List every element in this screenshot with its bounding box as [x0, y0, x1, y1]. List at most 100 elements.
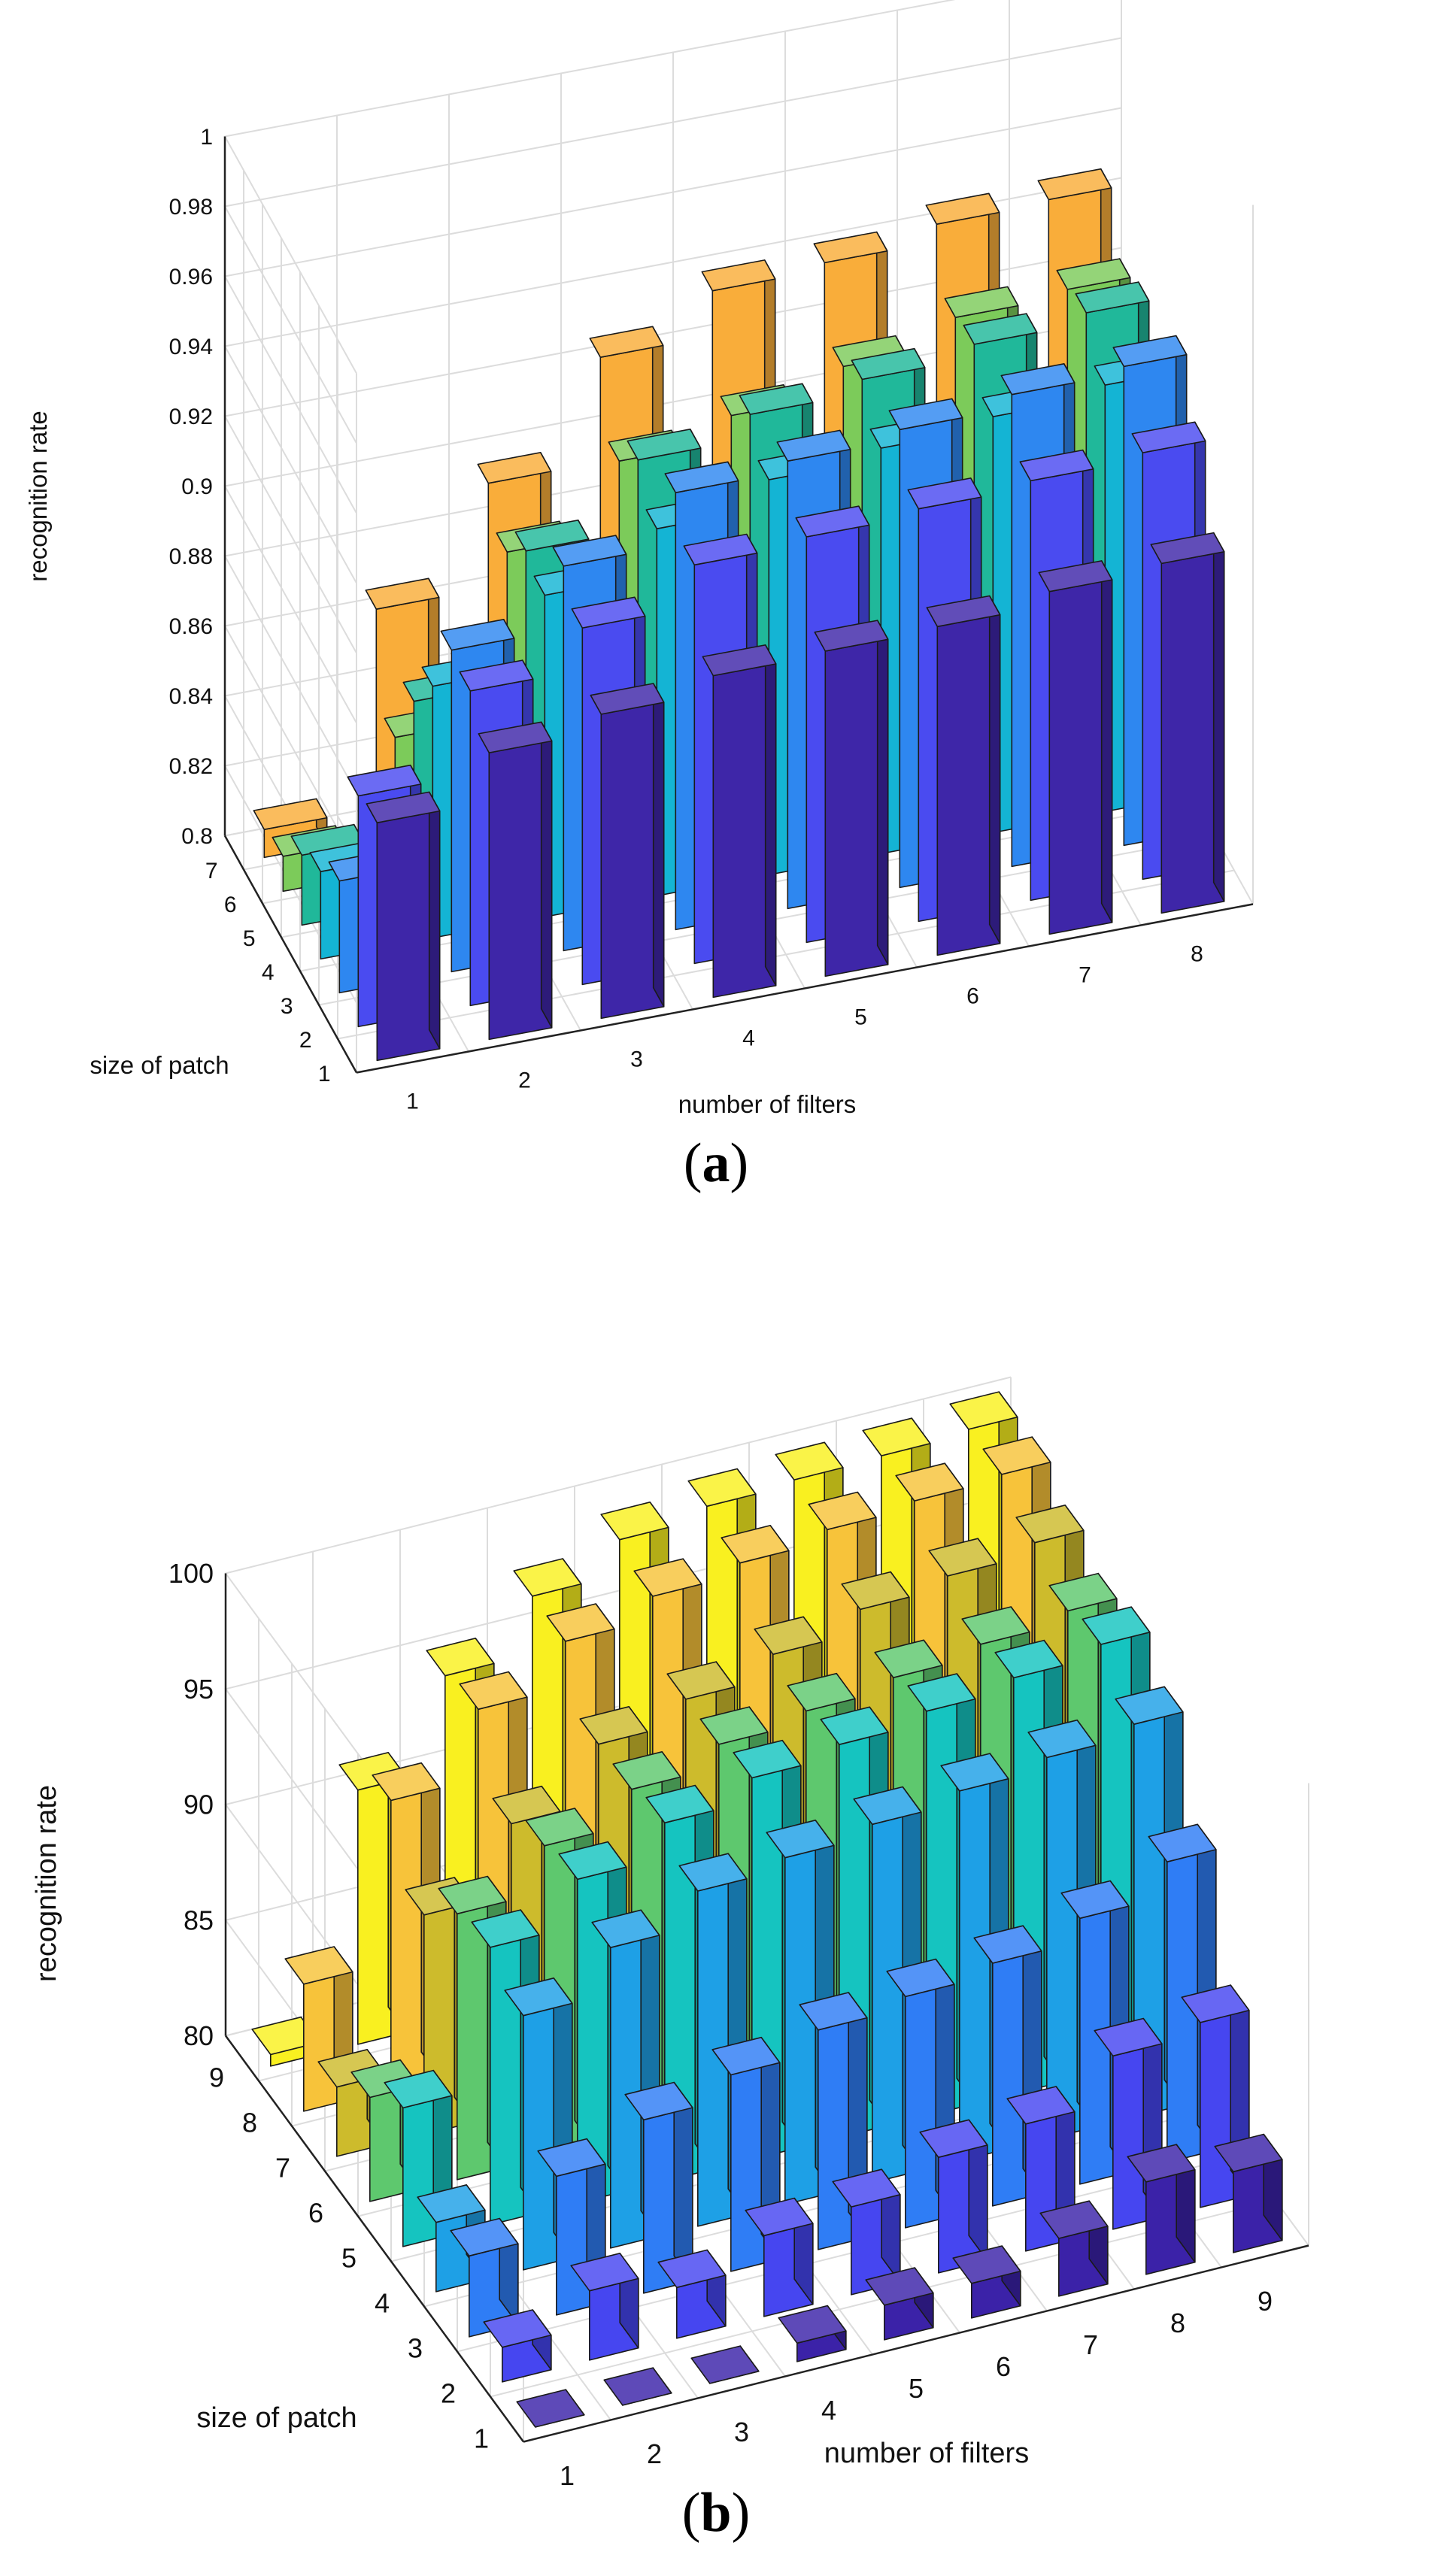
- bar-top: [1214, 2133, 1283, 2173]
- bar: [483, 2309, 552, 2383]
- bar-top: [907, 1673, 976, 1712]
- bar-top: [504, 1977, 573, 2017]
- bar: [1127, 2144, 1196, 2275]
- z-tick-label: 0.92: [169, 405, 213, 429]
- bar-top: [666, 1661, 736, 1700]
- bar: [1150, 532, 1225, 914]
- bar-top: [1115, 1686, 1184, 1726]
- y-tick-label: 3: [281, 994, 293, 1019]
- bar-top: [973, 1925, 1042, 1964]
- bar-top: [1037, 168, 1112, 201]
- bar-top: [600, 1501, 669, 1541]
- x-tick-label: 6: [996, 2351, 1011, 2382]
- x-tick-label: 9: [1258, 2286, 1273, 2317]
- bar-top: [1048, 1572, 1118, 1612]
- bar-top: [862, 1417, 931, 1456]
- bar: [624, 2081, 693, 2294]
- bar: [865, 2267, 934, 2341]
- bar-top: [926, 595, 1001, 628]
- y-tick-label: 2: [441, 2378, 456, 2409]
- bar-top: [1131, 421, 1206, 453]
- bar: [1039, 2200, 1109, 2297]
- bar-top: [459, 659, 534, 692]
- grid-line: [423, 2109, 1210, 2308]
- bar-top: [471, 1909, 540, 1948]
- z-tick-label: 0.98: [169, 195, 213, 220]
- bar-top: [571, 596, 646, 629]
- bar: [778, 2305, 847, 2362]
- z-tick-label: 90: [184, 1790, 214, 1820]
- bar-top: [477, 451, 552, 484]
- bar-top: [552, 535, 627, 567]
- bar-top: [795, 505, 870, 538]
- x-tick-label: 4: [742, 1026, 755, 1051]
- bar-top: [982, 1436, 1051, 1475]
- bar-top: [907, 477, 982, 510]
- bar-top: [808, 1491, 877, 1531]
- x-tick-label: 1: [406, 1089, 419, 1114]
- z-tick-label: 1: [200, 125, 213, 150]
- bar-top: [366, 791, 441, 823]
- z-tick-label: 0.86: [169, 614, 213, 639]
- bar-top: [814, 620, 889, 652]
- bar-top: [888, 398, 963, 431]
- x-tick-label: 2: [647, 2438, 662, 2469]
- y-tick-label: 6: [224, 893, 237, 917]
- bars: [251, 1391, 1283, 2428]
- bar-side: [652, 683, 665, 1008]
- bar-side: [876, 620, 889, 965]
- bar: [919, 2119, 988, 2274]
- x-axis-label: number of filters: [678, 1090, 857, 1118]
- bar-top: [516, 2389, 585, 2428]
- bar-top: [745, 2197, 814, 2237]
- bar: [1214, 2133, 1283, 2253]
- y-tick-label: 2: [299, 1028, 312, 1053]
- bar-top: [754, 1616, 823, 1656]
- bar-top: [853, 1786, 922, 1826]
- bar: [603, 2367, 672, 2406]
- bar-top: [778, 2305, 847, 2344]
- bar: [702, 644, 777, 999]
- axes: [223, 136, 1254, 1074]
- bar-top: [513, 1558, 582, 1597]
- bar-top: [591, 1909, 660, 1949]
- bar: [478, 721, 553, 1041]
- bar: [814, 620, 889, 977]
- bar-top: [961, 1606, 1030, 1645]
- bar-top: [1148, 1823, 1217, 1863]
- bar-top: [365, 577, 440, 611]
- x-tick-label: 7: [1079, 963, 1091, 988]
- y-tick-label: 6: [308, 2198, 323, 2229]
- x-tick-label: 7: [1083, 2329, 1098, 2360]
- bar-top: [438, 1875, 507, 1915]
- bar-top: [787, 1672, 856, 1712]
- bar-top: [952, 2245, 1021, 2284]
- bar-top: [624, 2081, 693, 2121]
- bar-top: [832, 2168, 901, 2208]
- x-axis-line: [356, 903, 1254, 1074]
- bar: [450, 2217, 519, 2338]
- y-axis-label: size of patch: [196, 2402, 356, 2434]
- x-axis-line: [523, 2244, 1309, 2443]
- x-tick-label: 5: [909, 2373, 924, 2404]
- bar-top: [678, 1853, 748, 1892]
- bar-top: [1000, 362, 1076, 395]
- bar-top: [1027, 1719, 1097, 1759]
- y-tick-label: 3: [408, 2333, 423, 2364]
- bar-top: [253, 798, 328, 830]
- x-tick-label: 3: [630, 1047, 643, 1072]
- x-tick-label: 6: [966, 984, 979, 1009]
- x-tick-label: 8: [1191, 942, 1203, 967]
- bar-top: [417, 2184, 486, 2223]
- bar: [366, 791, 441, 1062]
- caption-a: (a): [683, 1132, 749, 1194]
- bar-side: [1100, 560, 1113, 923]
- bar: [570, 2253, 639, 2361]
- bar-top: [1039, 2200, 1109, 2239]
- y-tick-label: 9: [209, 2062, 224, 2093]
- y-tick-label: 1: [474, 2423, 489, 2454]
- bar-top: [919, 2119, 988, 2158]
- bar-top: [478, 721, 553, 753]
